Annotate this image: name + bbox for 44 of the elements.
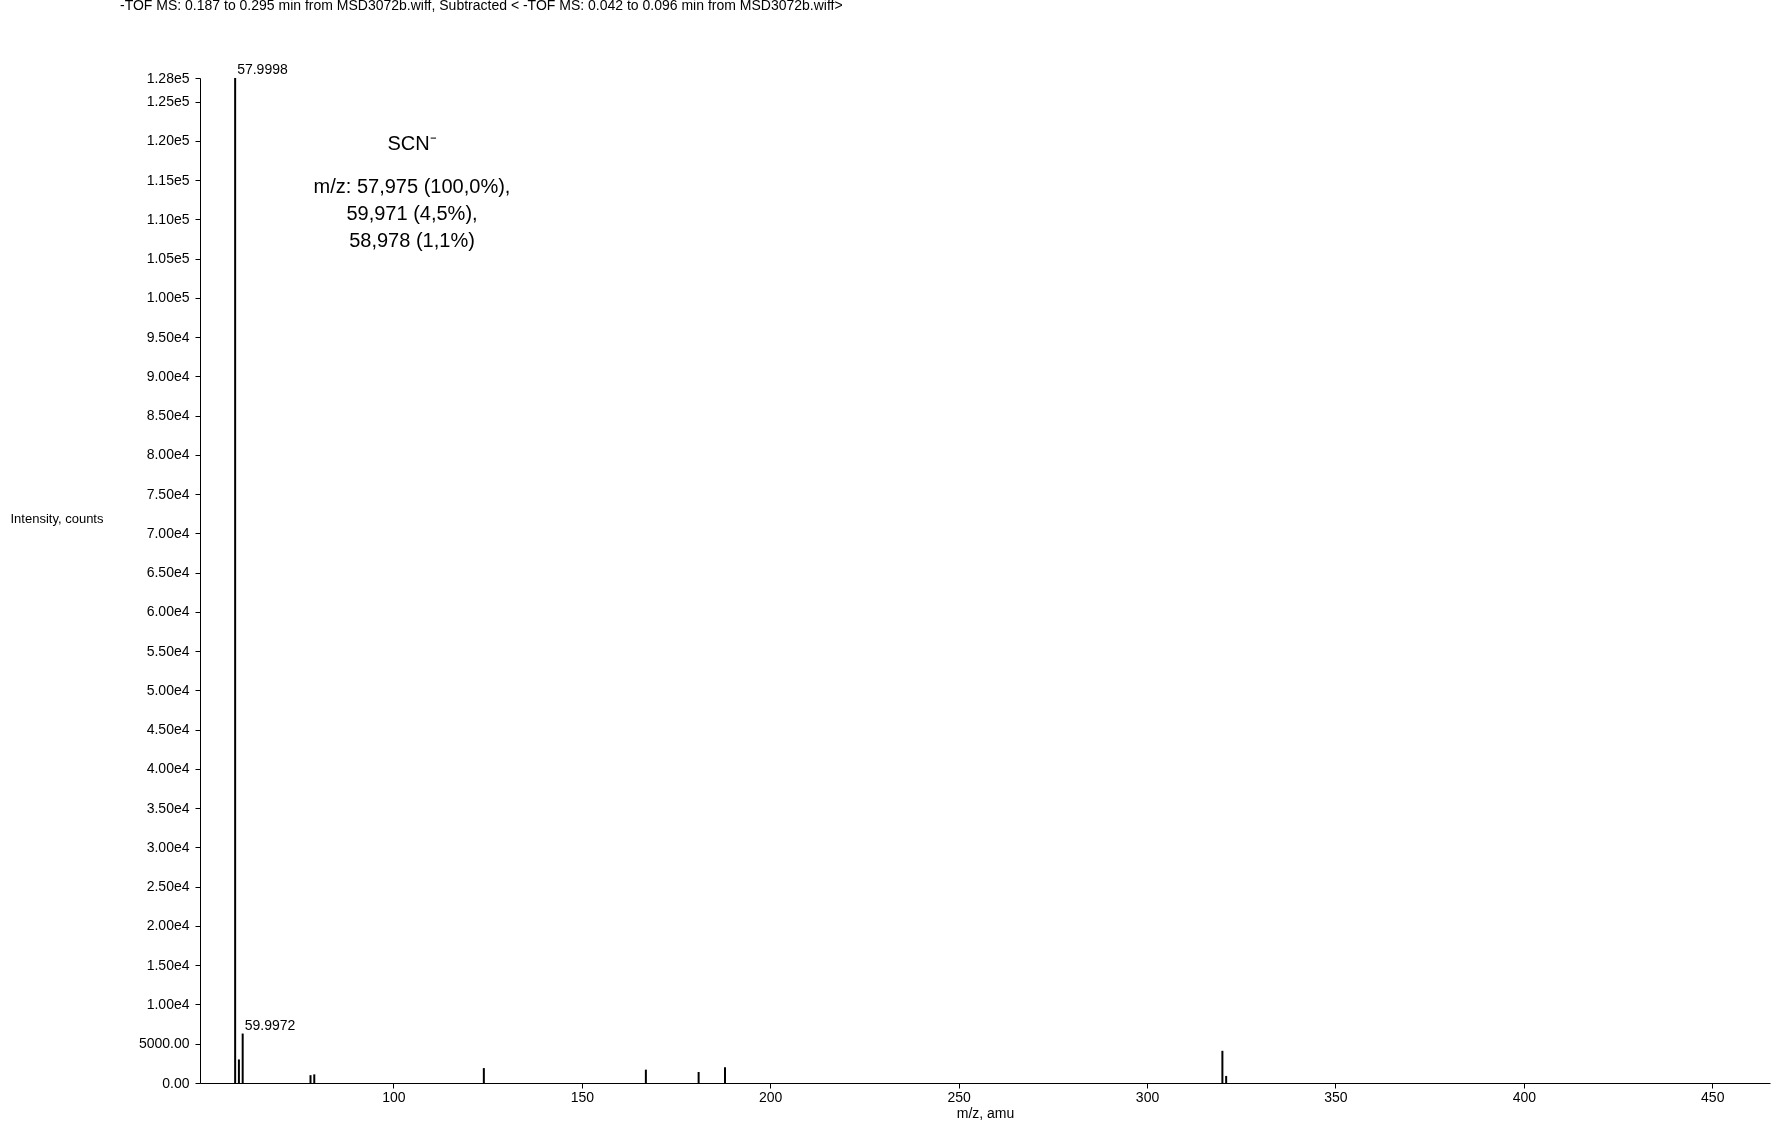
y-tick-label: 2.50e4 [146,878,190,895]
y-tick-label: 1.00e5 [146,289,190,306]
y-tick-label: 1.05e5 [146,250,190,267]
y-tick-label: 8.50e4 [146,407,190,424]
y-tick-label: 5.50e4 [146,642,190,659]
y-tick-label: 3.50e4 [146,799,190,816]
annotation: 59.9972 [244,1016,296,1033]
y-tick-label: 1.10e5 [146,210,190,227]
y-tick-label: 5.00e4 [146,681,190,698]
x-tick-label: 100 [382,1088,406,1105]
y-tick-label: 8.00e4 [146,446,190,463]
y-tick-label: 1.28e5 [146,69,190,86]
y-tick-label: 1.50e4 [146,956,190,973]
y-tick-label: 9.00e4 [146,367,190,384]
x-tick-label: 450 [1701,1088,1725,1105]
x-tick-label: 150 [570,1088,595,1105]
y-tick-label: 1.15e5 [146,171,190,188]
annotation: 57.9998 [237,61,288,77]
y-tick-label: 7.00e4 [146,524,190,541]
x-tick-label: 300 [1135,1088,1160,1105]
chart-title: -TOF MS: 0.187 to 0.295 min from MSD3072b.wiff, Subtracted < -TOF MS: 0.042 to 0.096 min from MSD3072b.wiff> [120,0,843,13]
annotation: 59,971 (4,5%), [346,202,478,224]
y-tick-label: 0.00 [162,1074,190,1091]
annotation: 58,978 (1,1%) [349,229,475,251]
x-tick-label: 250 [947,1088,972,1105]
x-tick-label: 350 [1324,1088,1348,1105]
y-axis-title: Intensity, counts [10,510,104,526]
y-tick-label: 6.50e4 [146,564,190,581]
y-tick-label: 5000.00 [138,1035,190,1052]
annotation: m/z: 57,975 (100,0%), [313,175,511,197]
y-tick-label: 4.00e4 [146,760,190,777]
y-tick-label: 6.00e4 [146,603,190,620]
y-tick-label: 1.20e5 [146,132,190,149]
y-tick-label: 1.00e4 [146,995,190,1012]
x-tick-label: 400 [1512,1088,1537,1105]
y-tick-label: 1.25e5 [146,93,190,110]
y-tick-label: 2.00e4 [146,917,190,934]
y-tick-label: 7.50e4 [146,485,190,502]
y-tick-label: 3.00e4 [146,838,190,855]
x-axis-title: m/z, amu [956,1104,1015,1121]
y-tick-label: 4.50e4 [146,721,190,738]
annotation: SCN⁻ [387,132,437,154]
y-tick-label: 9.50e4 [146,328,190,345]
x-tick-label: 200 [759,1088,783,1105]
